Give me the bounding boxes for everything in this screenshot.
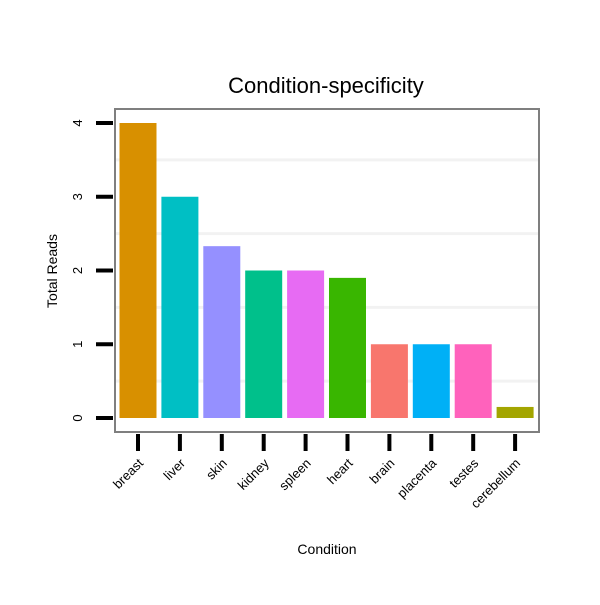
chart-title: Condition-specificity: [228, 73, 424, 98]
x-tick-label-spleen: spleen: [276, 456, 314, 494]
x-tick-label-liver: liver: [161, 455, 189, 483]
x-tick-label-breast: breast: [110, 455, 146, 491]
x-tick-label-skin: skin: [203, 456, 230, 483]
x-axis: breast liver skin kidney spleen heart brainpla…: [110, 434, 523, 511]
x-tick-label-placenta: placenta: [394, 455, 440, 501]
bar-testes: [454, 344, 492, 418]
bar-cerebellum: [496, 406, 534, 418]
y-tick-label: 1: [70, 341, 85, 348]
bar-kidney: [245, 270, 283, 418]
bar-heart: [329, 277, 366, 418]
x-axis-title: Condition: [297, 541, 356, 557]
bar-skin: [203, 246, 241, 418]
bar-breast: [119, 123, 157, 418]
y-axis-title: Total Reads: [44, 234, 60, 308]
x-tick-label-testes: testes: [446, 455, 481, 490]
y-tick-label: 3: [70, 193, 85, 200]
bar-placenta: [412, 344, 450, 418]
y-tick-label: 0: [70, 414, 85, 421]
bar-spleen: [287, 270, 325, 418]
bar-liver: [161, 196, 199, 418]
y-tick-label: 4: [70, 119, 85, 126]
x-tick-label-kidney: kidney: [235, 455, 273, 493]
y-axis: 0 1 2 3 4: [70, 119, 113, 422]
plot-frame: [114, 108, 540, 433]
y-tick-label: 2: [70, 267, 85, 274]
x-tick-label-brain: brain: [366, 456, 397, 487]
bar-brain: [370, 344, 408, 418]
bars: [119, 123, 534, 418]
x-tick-label-heart: heart: [324, 455, 356, 487]
